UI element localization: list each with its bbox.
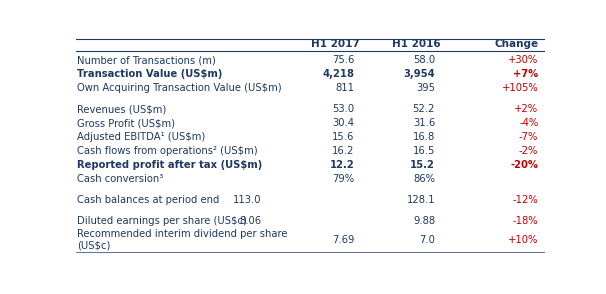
Text: Cash balances at period end: Cash balances at period end bbox=[77, 195, 219, 205]
Text: Diluted earnings per share (US$c): Diluted earnings per share (US$c) bbox=[77, 216, 247, 226]
Text: 15.2: 15.2 bbox=[410, 161, 435, 171]
Text: 8.06: 8.06 bbox=[239, 216, 261, 226]
Text: 86%: 86% bbox=[413, 174, 435, 184]
Text: 113.0: 113.0 bbox=[233, 195, 261, 205]
Text: 31.6: 31.6 bbox=[413, 118, 435, 128]
Text: Number of Transactions (m): Number of Transactions (m) bbox=[77, 55, 216, 65]
Text: Recommended interim dividend per share
(US$c): Recommended interim dividend per share (… bbox=[77, 229, 288, 251]
Text: +105%: +105% bbox=[502, 83, 538, 93]
Text: Gross Profit (US$m): Gross Profit (US$m) bbox=[77, 118, 175, 128]
Text: -20%: -20% bbox=[510, 161, 538, 171]
Text: H1 2017: H1 2017 bbox=[311, 39, 360, 49]
Text: Adjusted EBITDA¹ (US$m): Adjusted EBITDA¹ (US$m) bbox=[77, 132, 205, 142]
Text: H1 2016: H1 2016 bbox=[392, 39, 441, 49]
Text: +2%: +2% bbox=[514, 104, 538, 114]
Text: Transaction Value (US$m): Transaction Value (US$m) bbox=[77, 69, 222, 79]
Text: 16.2: 16.2 bbox=[332, 146, 355, 156]
Text: -12%: -12% bbox=[513, 195, 538, 205]
Text: 58.0: 58.0 bbox=[413, 55, 435, 65]
Text: 9.88: 9.88 bbox=[413, 216, 435, 226]
Text: 395: 395 bbox=[416, 83, 435, 93]
Text: 7.69: 7.69 bbox=[332, 235, 355, 245]
Text: 7.0: 7.0 bbox=[419, 235, 435, 245]
Text: 4,218: 4,218 bbox=[322, 69, 355, 79]
Text: Own Acquiring Transaction Value (US$m): Own Acquiring Transaction Value (US$m) bbox=[77, 83, 282, 93]
Text: 30.4: 30.4 bbox=[332, 118, 355, 128]
Text: -18%: -18% bbox=[513, 216, 538, 226]
Text: 16.5: 16.5 bbox=[413, 146, 435, 156]
Text: +30%: +30% bbox=[508, 55, 538, 65]
Text: 3,954: 3,954 bbox=[403, 69, 435, 79]
Text: -2%: -2% bbox=[519, 146, 538, 156]
Text: 53.0: 53.0 bbox=[332, 104, 355, 114]
Text: 15.6: 15.6 bbox=[332, 132, 355, 142]
Text: 12.2: 12.2 bbox=[330, 161, 355, 171]
Text: Change: Change bbox=[494, 39, 538, 49]
Text: Cash conversion³: Cash conversion³ bbox=[77, 174, 164, 184]
Text: -7%: -7% bbox=[519, 132, 538, 142]
Text: +7%: +7% bbox=[513, 69, 538, 79]
Text: +10%: +10% bbox=[508, 235, 538, 245]
Text: Reported profit after tax (US$m): Reported profit after tax (US$m) bbox=[77, 161, 262, 171]
Text: 52.2: 52.2 bbox=[413, 104, 435, 114]
Text: 128.1: 128.1 bbox=[407, 195, 435, 205]
Text: 811: 811 bbox=[335, 83, 355, 93]
Text: 79%: 79% bbox=[332, 174, 355, 184]
Text: Revenues (US$m): Revenues (US$m) bbox=[77, 104, 167, 114]
Text: -4%: -4% bbox=[519, 118, 538, 128]
Text: Cash flows from operations² (US$m): Cash flows from operations² (US$m) bbox=[77, 146, 258, 156]
Text: 75.6: 75.6 bbox=[332, 55, 355, 65]
Text: 16.8: 16.8 bbox=[413, 132, 435, 142]
